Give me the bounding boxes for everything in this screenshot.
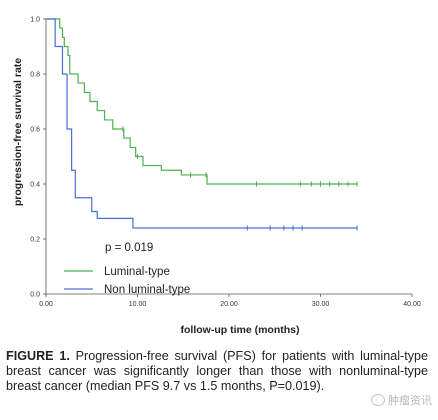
- series-nonluminal: [46, 18, 358, 231]
- caption-text: Progression-free survival (PFS) for pati…: [6, 349, 428, 393]
- x-tick-label: 0.00: [39, 301, 53, 308]
- legend-label-luminal: Luminal-type: [104, 266, 170, 278]
- y-tick-label: 0.4: [30, 182, 40, 189]
- axes: 0.0 0.2 0.4 0.6 0.8 1.0 0.00 10.00 20.00 30.00 40.…: [30, 17, 421, 309]
- wechat-icon: [371, 394, 385, 406]
- x-tick-label: 40.00: [403, 301, 421, 308]
- x-tick-label: 30.00: [312, 301, 330, 308]
- watermark: 肿瘤资讯: [371, 392, 432, 408]
- p-value-annotation: p = 0.019: [105, 242, 153, 254]
- km-chart: 0.0 0.2 0.4 0.6 0.8 1.0 0.00 10.00 20.00 30.00 40.…: [12, 17, 421, 337]
- x-axis-title: follow-up time (months): [181, 324, 300, 336]
- survival-curve: [46, 18, 358, 185]
- y-tick-label: 0.2: [30, 237, 40, 244]
- figure-caption: FIGURE 1. Progression-free survival (PFS…: [6, 349, 428, 394]
- y-tick-label: 0.6: [30, 127, 40, 134]
- series-luminal: [46, 18, 358, 187]
- y-axis-title: progression-free survival rate: [12, 58, 24, 206]
- y-tick-label: 1.0: [30, 17, 40, 24]
- legend-label-nonluminal: Non luminal-type: [104, 284, 190, 296]
- survival-curve: [46, 18, 358, 229]
- y-tick-label: 0.0: [30, 292, 40, 299]
- watermark-text: 肿瘤资讯: [388, 394, 432, 407]
- x-tick-label: 20.00: [220, 301, 238, 308]
- x-tick-label: 10.00: [129, 301, 147, 308]
- caption-label: FIGURE 1.: [6, 349, 70, 363]
- y-tick-label: 0.8: [30, 72, 40, 79]
- legend: Luminal-type Non luminal-type: [64, 266, 190, 296]
- km-figure: 0.0 0.2 0.4 0.6 0.8 1.0 0.00 10.00 20.00 30.00 40.…: [12, 17, 421, 337]
